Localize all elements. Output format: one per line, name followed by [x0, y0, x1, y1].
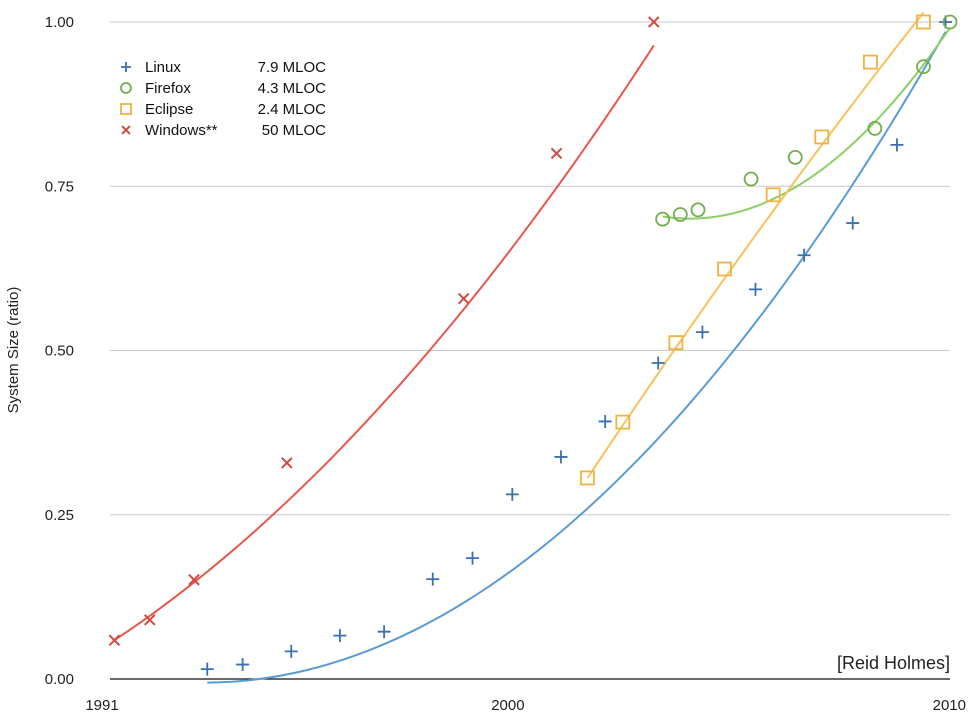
legend-label-firefox: Firefox [145, 80, 191, 97]
gridlines [110, 21, 950, 516]
data-point-eclipse [615, 414, 631, 430]
data-point-firefox [867, 121, 883, 136]
data-point-linux [426, 572, 440, 586]
data-point-linux [200, 662, 214, 676]
legend-label-eclipse: Eclipse [145, 101, 193, 118]
trend-line-windows [113, 44, 655, 642]
trend-lines [113, 11, 951, 684]
data-point-linux [466, 551, 480, 565]
y-tick-label: 1.00 [45, 14, 74, 31]
y-axis-label: System Size (ratio) [5, 287, 22, 414]
data-point-windows [648, 16, 660, 28]
legend-marker-firefox [120, 82, 132, 94]
data-point-eclipse [717, 261, 732, 277]
data-point-firefox [690, 202, 706, 218]
y-tick-label: 0.75 [45, 178, 74, 195]
legend-label-windows: Windows** [145, 122, 218, 139]
data-point-firefox [916, 59, 931, 75]
data-point-linux [890, 138, 904, 152]
legend-label-linux: Linux [145, 59, 181, 76]
data-point-eclipse [668, 335, 684, 351]
data-point-eclipse [765, 187, 781, 203]
data-point-linux [284, 644, 298, 658]
legend-marker-windows [121, 125, 131, 135]
y-tick-label: 0.50 [45, 343, 74, 360]
data-point-eclipse [580, 470, 595, 486]
data-point-firefox [942, 14, 958, 30]
data-point-windows [144, 614, 156, 626]
data-point-linux [598, 414, 612, 428]
legend-size-linux: 7.9 MLOC [258, 59, 327, 76]
data-point-linux [695, 325, 709, 339]
axes: 0.00 0.25 0.50 0.75 1.00 1991 2000 2010 [45, 14, 966, 713]
trend-line-eclipse [586, 11, 925, 479]
data-point-windows [457, 292, 470, 305]
data-point-linux [797, 248, 811, 262]
data-point-windows [281, 457, 293, 469]
y-tick-label: 0.00 [45, 671, 74, 688]
legend-marker-eclipse [120, 103, 132, 115]
data-point-firefox [743, 171, 759, 187]
trend-line-linux [207, 31, 947, 684]
data-point-eclipse [916, 14, 931, 30]
data-point-linux [333, 629, 347, 643]
data-point-windows [108, 634, 121, 647]
y-tick-label: 0.25 [45, 507, 74, 524]
x-tick-label: 2010 [933, 697, 966, 713]
data-point-firefox [787, 149, 803, 165]
data-points [108, 14, 958, 676]
data-point-windows [188, 574, 200, 586]
data-point-linux [505, 487, 519, 501]
data-point-linux [651, 356, 665, 370]
trend-line-firefox [662, 27, 951, 220]
legend-size-firefox: 4.3 MLOC [258, 80, 327, 97]
data-point-linux [377, 625, 391, 639]
credit-text: [Reid Holmes] [837, 653, 950, 673]
data-point-linux [236, 658, 250, 672]
data-point-linux [748, 282, 762, 296]
data-point-eclipse [814, 129, 830, 145]
legend-size-eclipse: 2.4 MLOC [258, 101, 327, 118]
x-tick-label: 1991 [85, 697, 118, 713]
data-point-firefox [655, 211, 671, 227]
data-point-linux [554, 450, 568, 464]
legend-size-windows: 50 MLOC [262, 122, 326, 139]
data-point-windows [550, 147, 563, 160]
data-point-eclipse [863, 54, 878, 70]
data-point-linux [846, 216, 860, 230]
legend: Linux 7.9 MLOC Firefox 4.3 MLOC Eclipse 2.4 M… [120, 59, 327, 139]
data-point-firefox [672, 207, 688, 222]
x-tick-label: 2000 [491, 697, 524, 713]
legend-marker-linux [121, 62, 131, 72]
